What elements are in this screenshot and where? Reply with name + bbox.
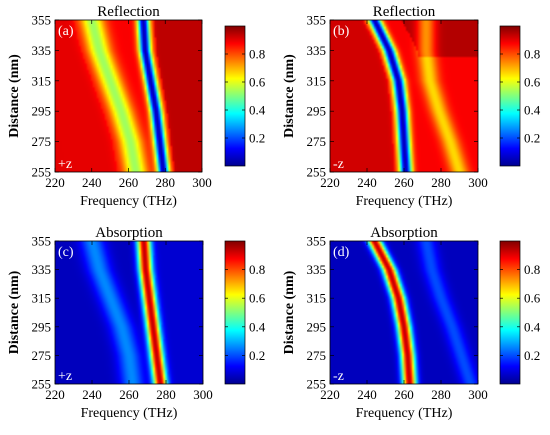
y-tick-label: 275	[307, 134, 327, 149]
y-tick-label: 355	[32, 13, 52, 28]
colorbar-tick-label: 0.6	[249, 291, 266, 306]
y-tick-label: 295	[307, 104, 327, 119]
colorbar-tick-label: 0.6	[524, 75, 541, 90]
colorbar: 0.2 0.4 0.6 0.8	[499, 240, 541, 385]
x-tick-label: 280	[156, 387, 176, 402]
panel-4: 220 240 260 280 300 255 275 295 315 335 355 Absorpt…	[282, 225, 541, 421]
colorbar: 0.2 0.4 0.6 0.8	[224, 25, 266, 167]
colorbar-gradient	[499, 240, 521, 385]
x-tick-label: 280	[431, 387, 451, 402]
y-tick-label: 255	[307, 165, 327, 180]
y-tick-label: 315	[32, 73, 52, 88]
heatmap-image	[55, 20, 202, 172]
x-axis-label: Frequency (THz)	[356, 406, 453, 421]
colorbar-tick-label: 0.6	[524, 291, 541, 306]
y-axis-label: Distance (nm)	[282, 54, 297, 138]
colorbar: 0.2 0.4 0.6 0.8	[499, 25, 541, 167]
direction-label: +z	[58, 157, 72, 172]
panel-label: (b)	[333, 24, 350, 39]
colorbar-tick-label: 0.8	[249, 47, 265, 62]
x-tick-label: 260	[119, 387, 139, 402]
heatmap-image	[330, 20, 478, 172]
colorbar-tick-label: 0.2	[249, 131, 265, 146]
y-tick-label: 295	[307, 319, 327, 334]
heatmap-image	[55, 241, 203, 384]
x-tick-label: 240	[357, 387, 377, 402]
y-tick-label: 315	[32, 291, 52, 306]
y-tick-label: 295	[32, 319, 52, 334]
colorbar-tick-label: 0.2	[249, 348, 265, 363]
y-tick-label: 355	[307, 234, 327, 249]
x-tick-label: 280	[431, 175, 451, 190]
colorbar-tick-label: 0.4	[524, 103, 541, 118]
y-tick-label: 275	[32, 134, 52, 149]
y-axis-label: Distance (nm)	[7, 270, 22, 354]
colorbar-tick-label: 0.8	[524, 262, 540, 277]
x-axis-label: Frequency (THz)	[356, 194, 453, 209]
x-axis-label: Frequency (THz)	[80, 194, 177, 209]
panel-label: (c)	[58, 245, 74, 260]
x-tick-label: 300	[468, 387, 488, 402]
direction-label: -z	[333, 369, 344, 384]
y-axis-label: Distance (nm)	[282, 270, 297, 354]
direction-label: +z	[58, 369, 72, 384]
y-tick-label: 255	[32, 165, 52, 180]
x-tick-label: 220	[320, 175, 340, 190]
x-tick-label: 300	[468, 175, 488, 190]
x-tick-label: 300	[192, 175, 212, 190]
colorbar-gradient	[499, 25, 521, 167]
y-tick-label: 275	[307, 348, 327, 363]
x-tick-label: 240	[82, 175, 102, 190]
y-tick-label: 275	[32, 348, 52, 363]
y-tick-label: 355	[32, 234, 52, 249]
x-tick-label: 260	[119, 175, 139, 190]
y-tick-label: 315	[307, 73, 327, 88]
y-tick-label: 315	[307, 291, 327, 306]
y-tick-label: 335	[32, 43, 52, 58]
panel-2: 220 240 260 280 300 255 275 295 315 335 355 Reflect…	[282, 4, 541, 209]
x-tick-label: 240	[82, 387, 102, 402]
colorbar-tick-label: 0.8	[524, 47, 540, 62]
panel-3: 220 240 260 280 300 255 275 295 315 335 355 Absorpt…	[7, 225, 266, 421]
x-tick-label: 220	[45, 387, 65, 402]
colorbar-gradient	[224, 240, 246, 385]
y-tick-label: 355	[307, 13, 327, 28]
x-tick-label: 280	[156, 175, 176, 190]
panel-title: Absorption	[370, 225, 438, 241]
x-axis-label: Frequency (THz)	[81, 406, 178, 421]
colorbar-tick-label: 0.2	[524, 348, 540, 363]
panel-1: 220 240 260 280 300 255 275 295 315 335 355 Reflect…	[7, 4, 266, 209]
panel-title: Reflection	[373, 4, 436, 20]
colorbar-tick-label: 0.8	[249, 262, 265, 277]
y-tick-label: 255	[32, 377, 52, 392]
panel-title: Reflection	[97, 4, 160, 20]
colorbar-tick-label: 0.6	[249, 75, 266, 90]
panel-title: Absorption	[95, 225, 163, 241]
y-axis-label: Distance (nm)	[7, 54, 22, 138]
colorbar-tick-label: 0.4	[524, 319, 541, 334]
y-tick-label: 255	[307, 377, 327, 392]
colorbar-tick-label: 0.4	[249, 319, 266, 334]
y-tick-label: 335	[307, 43, 327, 58]
x-tick-label: 220	[45, 175, 65, 190]
direction-label: -z	[333, 157, 344, 172]
heatmap-image	[330, 241, 478, 384]
x-tick-label: 240	[357, 175, 377, 190]
x-tick-label: 220	[320, 387, 340, 402]
panel-label: (a)	[58, 24, 74, 39]
x-tick-label: 300	[193, 387, 213, 402]
colorbar-tick-label: 0.4	[249, 103, 266, 118]
panel-label: (d)	[333, 245, 350, 260]
y-tick-label: 335	[32, 262, 52, 277]
colorbar-tick-label: 0.2	[524, 131, 540, 146]
x-tick-label: 260	[394, 175, 414, 190]
colorbar: 0.2 0.4 0.6 0.8	[224, 240, 266, 385]
y-tick-label: 335	[307, 262, 327, 277]
x-tick-label: 260	[394, 387, 414, 402]
y-tick-label: 295	[32, 104, 52, 119]
colorbar-gradient	[224, 25, 246, 167]
